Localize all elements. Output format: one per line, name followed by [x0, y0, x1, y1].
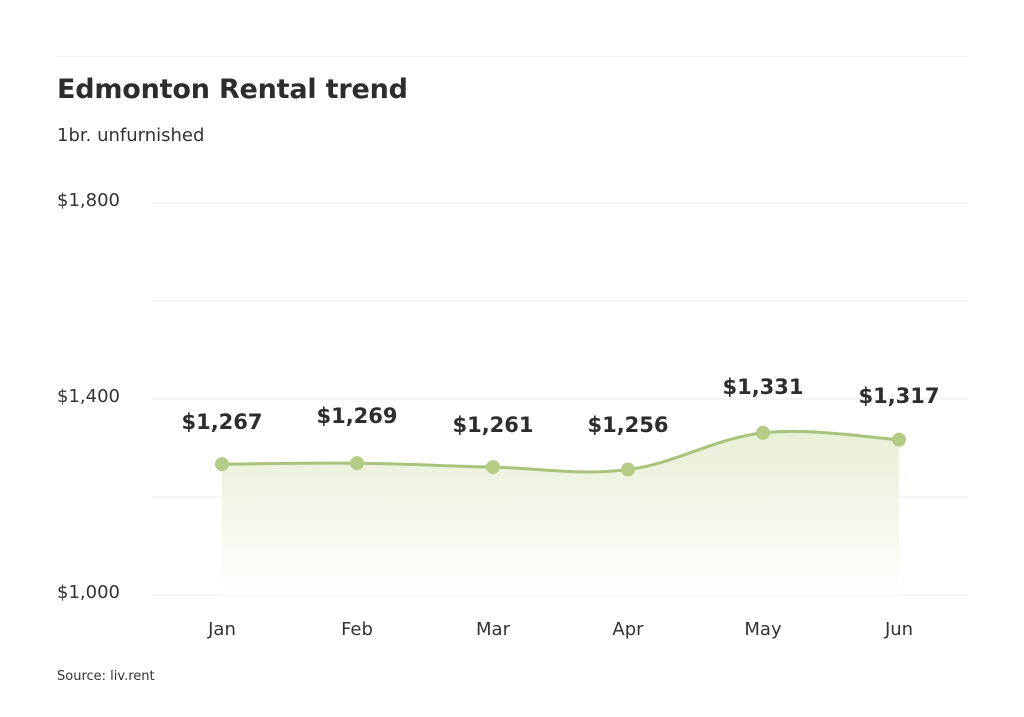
x-tick-apr: Apr: [612, 619, 644, 640]
source-note: Source: liv.rent: [57, 669, 155, 684]
data-label-jun: $1,317: [858, 384, 940, 408]
data-point-may: [756, 425, 770, 440]
data-point-feb: [350, 456, 364, 471]
chart-title: Edmonton Rental trend: [57, 74, 408, 105]
data-point-mar: [486, 460, 500, 475]
y-tick-1000: $1,000: [57, 582, 120, 603]
x-tick-feb: Feb: [341, 619, 373, 640]
x-tick-may: May: [744, 619, 782, 640]
data-label-jan: $1,267: [181, 410, 263, 434]
x-tick-mar: Mar: [476, 619, 510, 640]
data-label-may: $1,331: [722, 375, 804, 399]
data-markers: [215, 425, 906, 477]
top-divider: [56, 56, 968, 57]
data-point-apr: [621, 462, 635, 477]
data-label-apr: $1,256: [587, 413, 669, 437]
y-tick-1800: $1,800: [57, 190, 120, 211]
x-tick-jan: Jan: [208, 619, 236, 640]
data-point-jun: [892, 432, 906, 447]
data-label-feb: $1,269: [316, 404, 398, 428]
chart-subtitle: 1br. unfurnished: [57, 125, 205, 146]
area-fill: [222, 431, 899, 595]
y-tick-1400: $1,400: [57, 386, 120, 407]
data-point-jan: [215, 457, 229, 472]
x-tick-jun: Jun: [884, 619, 914, 640]
data-label-mar: $1,261: [452, 413, 534, 437]
trend-line: [221, 429, 900, 474]
